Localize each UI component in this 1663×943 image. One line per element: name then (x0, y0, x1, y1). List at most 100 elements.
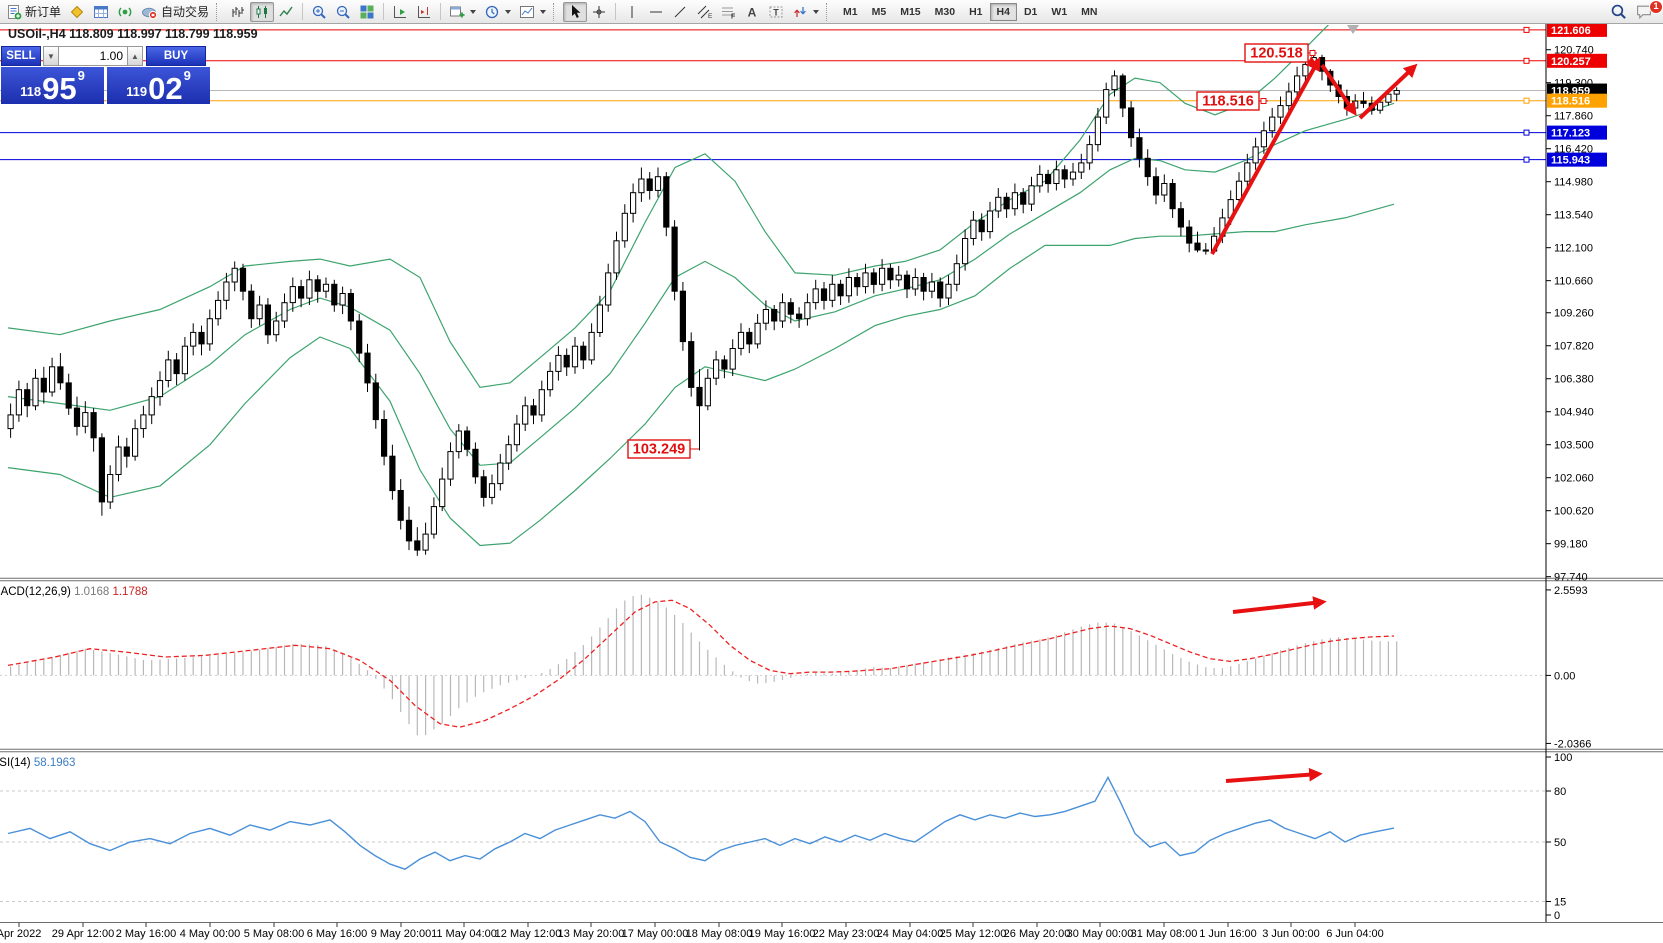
trend-arrow[interactable] (1320, 63, 1357, 116)
timeframe-m30[interactable]: M30 (934, 5, 956, 18)
volume-increase-button[interactable]: ▲ (127, 46, 143, 66)
price-label-badge (1547, 22, 1607, 37)
sell-price-sup: 9 (77, 68, 85, 83)
price-tick: 114.980 (1554, 177, 1593, 189)
zoom-in-button[interactable] (307, 2, 331, 22)
fibonacci-tool-button[interactable]: F (716, 2, 740, 22)
line-handle[interactable] (1523, 26, 1530, 33)
annotation-text: 118.516 (1202, 94, 1254, 110)
vline-tool-button[interactable] (620, 2, 644, 22)
tile-windows-button[interactable] (355, 2, 379, 22)
svg-text:2.5593: 2.5593 (1554, 585, 1588, 597)
label-tool-button[interactable]: T (764, 2, 788, 22)
price-label-text: 120.257 (1551, 56, 1591, 68)
crosshair-button[interactable] (587, 2, 611, 22)
bar-chart-icon (232, 6, 245, 17)
template-icon (520, 5, 535, 18)
timeframe-d1[interactable]: D1 (1023, 5, 1038, 18)
macd-signal-line (7, 599, 1395, 728)
timeframe-m5[interactable]: M5 (871, 5, 887, 18)
sell-price[interactable]: 118 95 9 (1, 67, 104, 104)
timeframe-mn[interactable]: MN (1081, 5, 1098, 18)
time-label: 9 May 20:00 (371, 928, 432, 940)
timeframe-h4[interactable]: H4 (989, 2, 1017, 21)
timeframe-w1[interactable]: W1 (1051, 5, 1068, 18)
timeframe-m1[interactable]: M1 (843, 5, 858, 18)
text-tool-button[interactable]: A (740, 2, 764, 22)
annotation-text: 120.518 (1250, 46, 1302, 62)
zoom-in-icon (312, 5, 326, 19)
period-button[interactable] (480, 2, 515, 22)
arrows-shapes-icon (794, 6, 806, 17)
signals-icon (118, 7, 132, 16)
shapes-tool-button[interactable] (788, 2, 823, 22)
new-order-button[interactable]: 新订单 (2, 2, 65, 22)
tile-windows-icon (360, 5, 374, 18)
time-label: 22 May 23:00 (813, 928, 880, 940)
timeframe-h1[interactable]: H1 (969, 5, 983, 18)
buy-price[interactable]: 119 02 9 (107, 67, 210, 104)
time-label: 24 May 04:00 (877, 928, 944, 940)
volume-decrease-button[interactable]: ▼ (43, 46, 59, 66)
time-label: 29 Apr 12:00 (52, 928, 114, 940)
bollinger-bands (7, 25, 1395, 547)
trendline-tool-button[interactable] (668, 2, 692, 22)
price-tick: 120.740 (1554, 45, 1594, 57)
time-label: 12 May 12:00 (495, 928, 562, 940)
auto-scroll-button[interactable] (388, 2, 412, 22)
line-handle[interactable] (1523, 97, 1530, 104)
gold-button[interactable] (65, 2, 89, 22)
shift-marker-icon[interactable] (1347, 25, 1359, 34)
time-label: 6 Jun 04:00 (1326, 928, 1384, 940)
svg-text:-2.0366: -2.0366 (1554, 738, 1591, 750)
timeframe-m15[interactable]: M15 (900, 5, 921, 18)
chart-title: USOil-,H4 118.809 118.997 118.799 118.95… (8, 27, 258, 41)
autotrade-button[interactable]: 自动交易 (137, 2, 213, 22)
zoom-out-button[interactable] (331, 2, 355, 22)
timeframe-group: M1 M5 M15 M30 H1 H4 D1 W1 MN (836, 2, 1104, 21)
time-label: 18 May 08:00 (686, 928, 753, 940)
template-button[interactable] (515, 2, 550, 22)
svg-text:50: 50 (1554, 837, 1566, 849)
price-label-badge (1547, 152, 1607, 167)
buy-button[interactable]: BUY (146, 46, 206, 66)
time-label: 26 May 20:00 (1004, 928, 1071, 940)
time-label: 5 May 08:00 (244, 928, 305, 940)
autotrade-icon (142, 7, 158, 19)
market-watch-button[interactable] (89, 2, 113, 22)
chat-button[interactable]: 1 (1631, 0, 1663, 22)
svg-text:F: F (731, 13, 736, 20)
line-handle[interactable] (1523, 156, 1530, 163)
chart-shift-button[interactable] (412, 2, 436, 22)
chart-candles-button[interactable] (250, 1, 275, 22)
trend-arrow[interactable] (1358, 63, 1418, 120)
crosshair-icon (593, 5, 606, 18)
price-label-text: 117.123 (1551, 128, 1590, 140)
sell-button[interactable]: SELL (1, 46, 41, 66)
time-label: 25 May 12:00 (940, 928, 1007, 940)
volume-input[interactable] (59, 46, 127, 66)
text-a-icon: A (748, 5, 757, 19)
price-tick: 112.100 (1554, 243, 1593, 255)
line-handle[interactable] (1523, 57, 1530, 64)
channel-tool-button[interactable]: E (692, 2, 716, 22)
cursor-button[interactable] (563, 1, 588, 22)
time-label: 13 May 20:00 (558, 928, 625, 940)
trend-arrow[interactable] (1210, 56, 1321, 255)
trend-arrow[interactable] (1232, 596, 1327, 614)
price-label-text: 118.516 (1551, 96, 1590, 108)
line-handle[interactable] (1523, 129, 1530, 136)
macd-label: MACD(12,26,9) 1.0168 1.1788 (0, 586, 148, 598)
new-chart-button[interactable] (445, 2, 480, 22)
hline-tool-button[interactable] (644, 2, 668, 22)
dropdown-caret (470, 9, 477, 14)
signals-button[interactable] (113, 2, 137, 22)
trend-arrow[interactable] (1225, 767, 1323, 783)
search-button[interactable] (1606, 2, 1631, 22)
new-chart-icon (450, 6, 465, 17)
dropdown-caret (540, 9, 547, 14)
chart-bars-button[interactable] (226, 2, 250, 22)
svg-text:E: E (708, 13, 712, 20)
chart-line-button[interactable] (274, 2, 298, 22)
